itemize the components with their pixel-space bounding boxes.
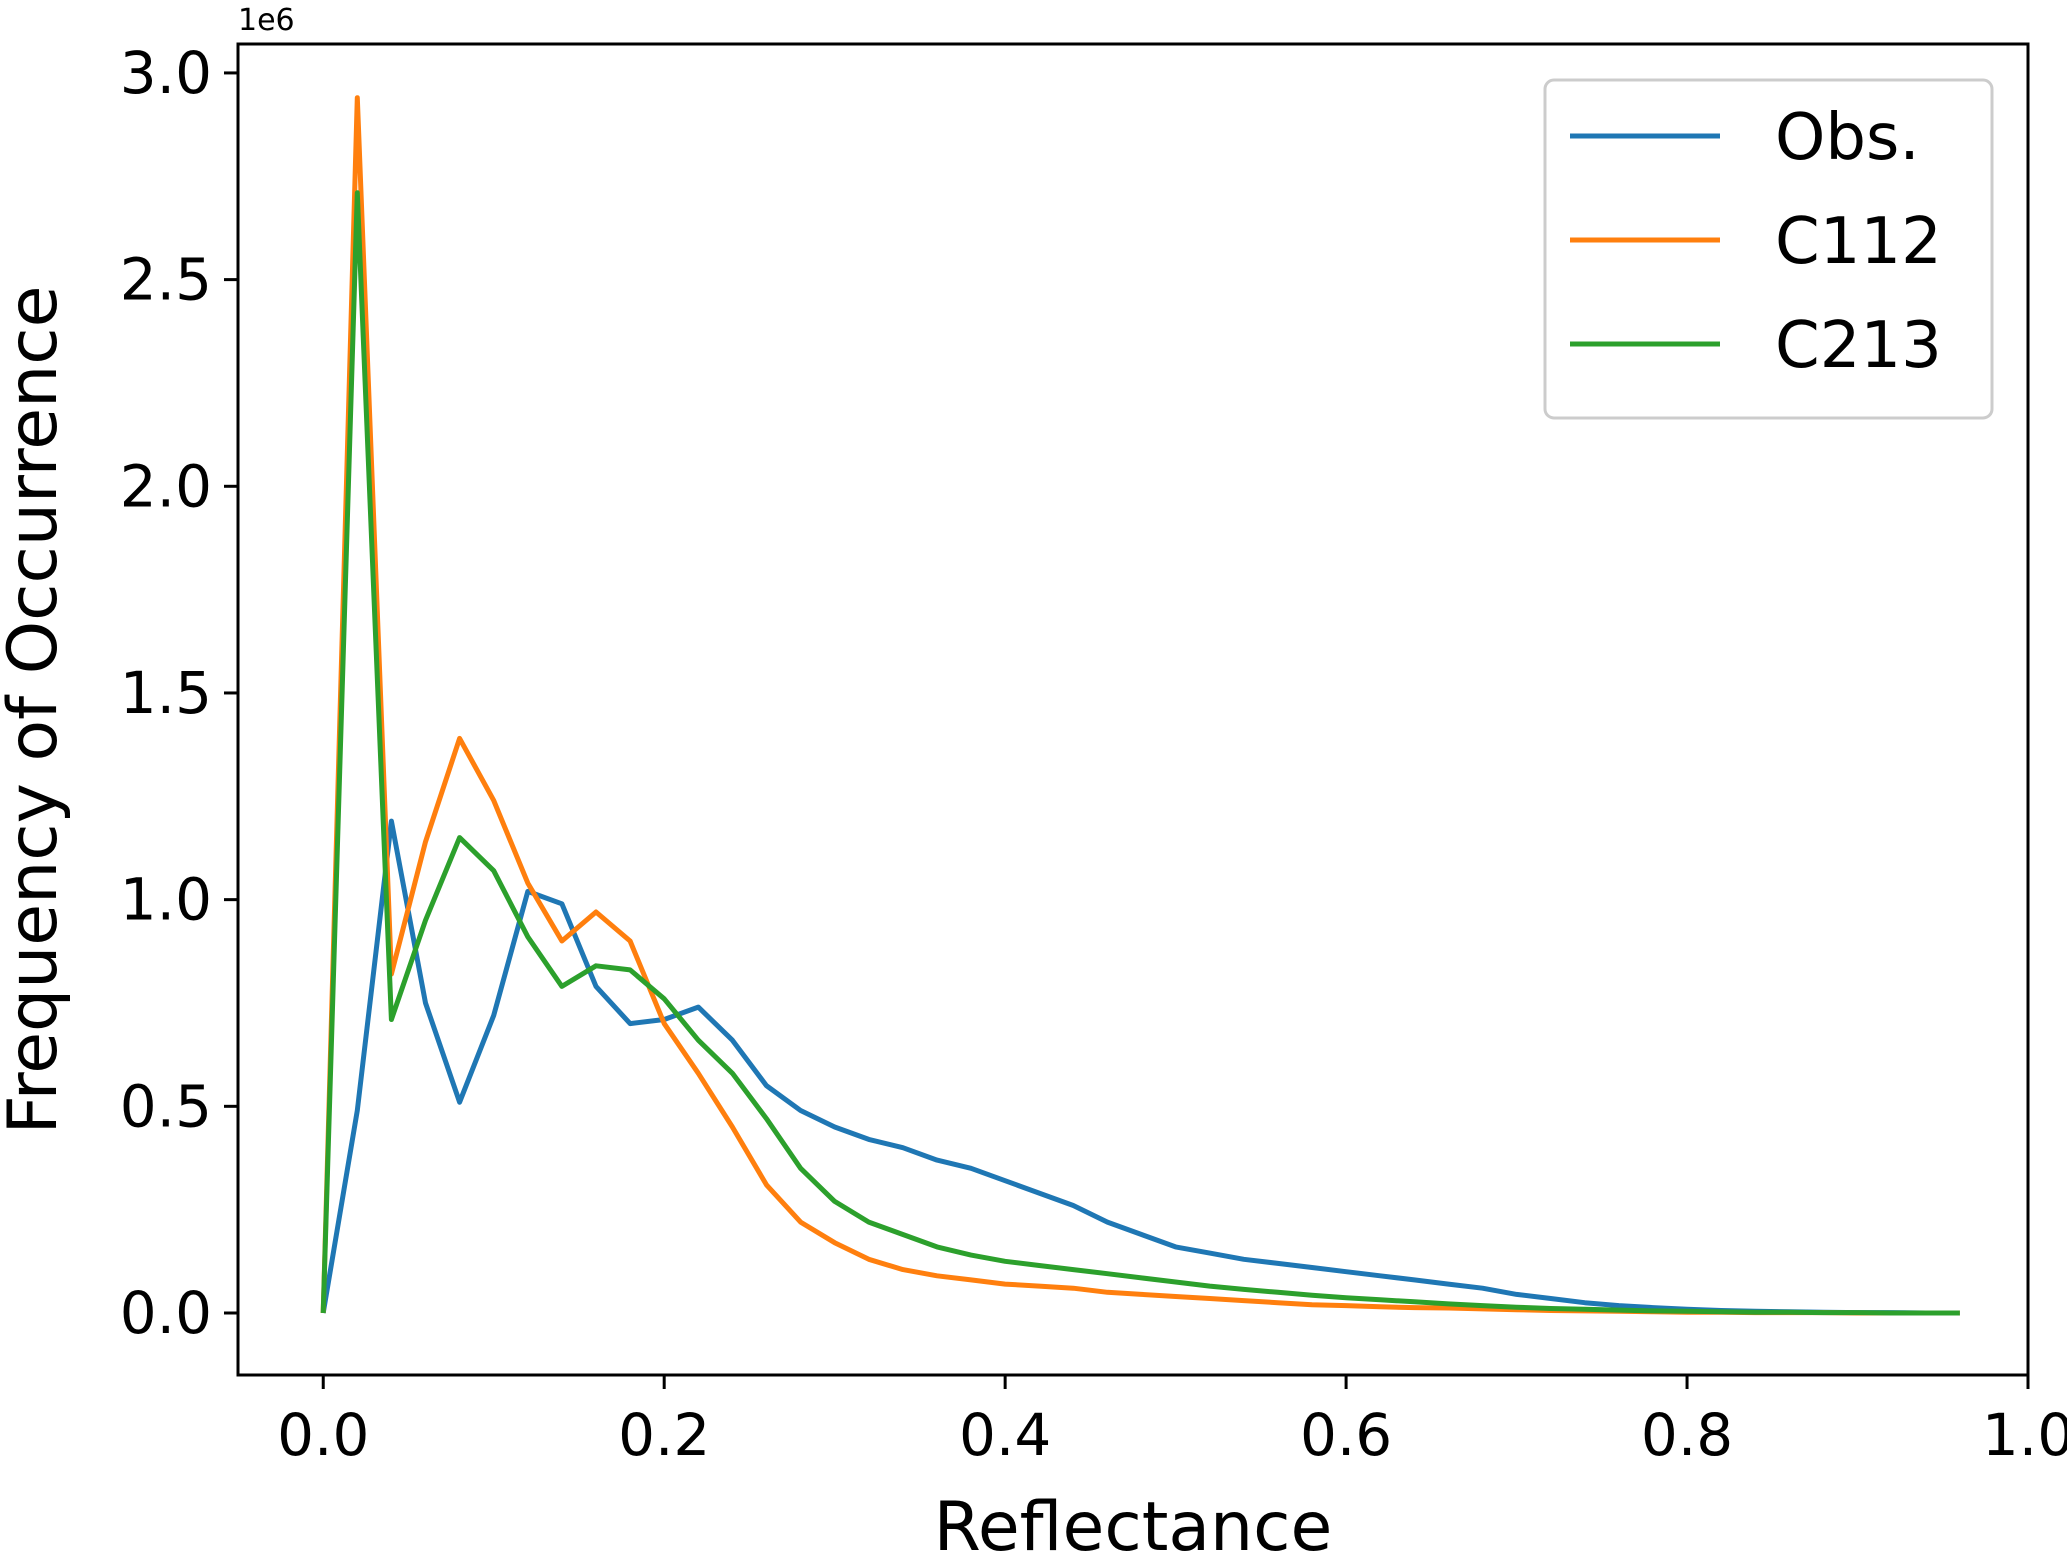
series-layer xyxy=(320,95,1960,1316)
x-tick-label: 0.4 xyxy=(959,1401,1051,1469)
x-tick-label: 0.2 xyxy=(618,1401,710,1469)
x-axis-title: Reflectance xyxy=(934,1488,1333,1554)
y-tick-label: 2.5 xyxy=(120,246,212,314)
x-tick-label: 0.8 xyxy=(1641,1401,1733,1469)
y-offset-label: 1e6 xyxy=(238,3,295,38)
x-axis: 0.0 0.2 0.4 0.6 0.8 1.0 xyxy=(277,1375,2067,1469)
legend: Obs. C112 C213 xyxy=(1543,78,1994,420)
legend-label-c213: C213 xyxy=(1775,309,1942,383)
y-tick-label: 0.5 xyxy=(120,1072,212,1140)
y-tick-label: 1.5 xyxy=(120,659,212,727)
y-axis: 0.0 0.5 1.0 1.5 2.0 2.5 3.0 xyxy=(120,39,238,1347)
plot-frame xyxy=(236,42,2030,1377)
legend-label-c112: C112 xyxy=(1775,205,1942,279)
y-tick-label: 1.0 xyxy=(120,866,212,934)
legend-box xyxy=(1543,78,1994,420)
x-tick-label: 0.6 xyxy=(1300,1401,1392,1469)
y-tick-label: 2.0 xyxy=(120,452,212,520)
y-tick-label: 0.0 xyxy=(120,1279,212,1347)
series-line-obs xyxy=(320,818,1960,1316)
x-tick-label: 0.0 xyxy=(277,1401,369,1469)
y-axis-title: Frequency of Occurrence xyxy=(0,286,73,1135)
y-tick-label: 3.0 xyxy=(120,39,212,107)
x-tick-label: 1.0 xyxy=(1982,1401,2067,1469)
series-line-c213 xyxy=(320,190,1960,1316)
legend-label-obs: Obs. xyxy=(1775,101,1920,175)
